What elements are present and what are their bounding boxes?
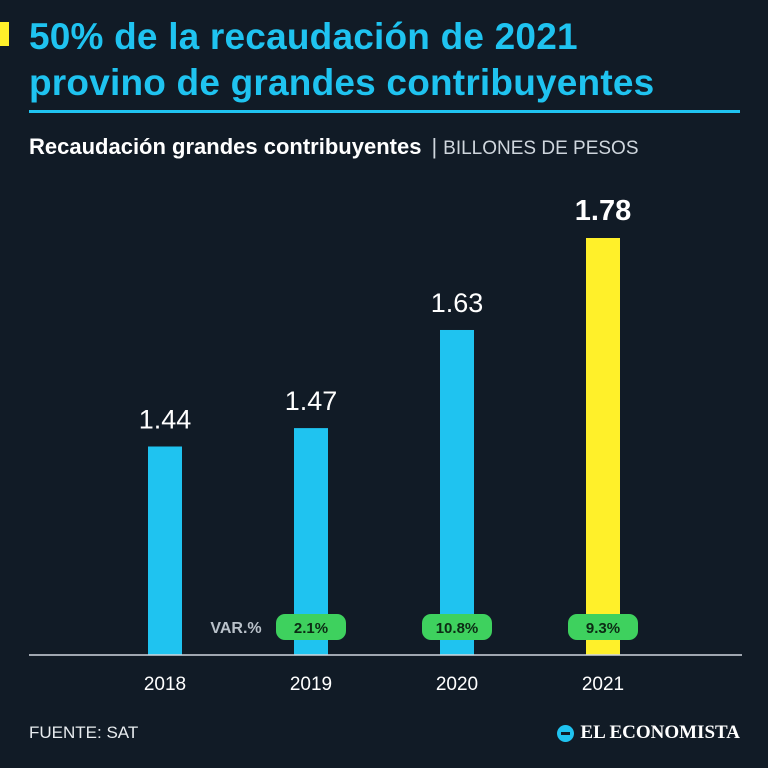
x-tick-label-2020: 2020: [436, 674, 478, 695]
title-divider: [29, 110, 740, 113]
variation-value-2021: 9.3%: [586, 620, 620, 637]
variation-pill-2020: [422, 614, 492, 640]
value-label-2019: 1.47: [285, 386, 338, 416]
variation-pill-2019: [276, 614, 346, 640]
value-label-2021: 1.78: [575, 195, 631, 227]
title-line-1: 50% de la recaudación de 2021: [29, 16, 578, 57]
source-note: FUENTE: SAT: [29, 723, 139, 742]
variation-value-2019: 2.1%: [294, 620, 328, 637]
x-tick-label-2018: 2018: [144, 674, 186, 695]
value-label-2018: 1.44: [139, 405, 192, 435]
title-line-2: provino de grandes contribuyentes: [29, 62, 655, 103]
bar-2018: [148, 446, 182, 655]
page-title: 50% de la recaudación de 2021 provino de…: [29, 14, 749, 106]
subtitle-separator: |: [431, 134, 438, 159]
variation-label: VAR.%: [210, 620, 261, 637]
brand-logo: EL ECONOMISTA: [557, 722, 740, 744]
chart-subtitle-main: Recaudación grandes contribuyentes: [29, 134, 422, 159]
chart-unit-label: BILLONES DE PESOS: [443, 138, 639, 159]
title-accent-bar: [0, 22, 9, 46]
chart-subtitle: Recaudación grandes contribuyentes | BILLO…: [29, 134, 639, 162]
bar-2021: [586, 238, 620, 655]
variation-pill-2021: [568, 614, 638, 640]
el-economista-logo-icon: [557, 724, 575, 742]
value-label-2020: 1.63: [431, 288, 484, 318]
brand-name: EL ECONOMISTA: [580, 722, 740, 743]
x-tick-label-2019: 2019: [290, 674, 332, 695]
x-tick-label-2021: 2021: [582, 674, 624, 695]
variation-value-2020: 10.8%: [436, 620, 479, 637]
bar-2020: [440, 329, 474, 655]
